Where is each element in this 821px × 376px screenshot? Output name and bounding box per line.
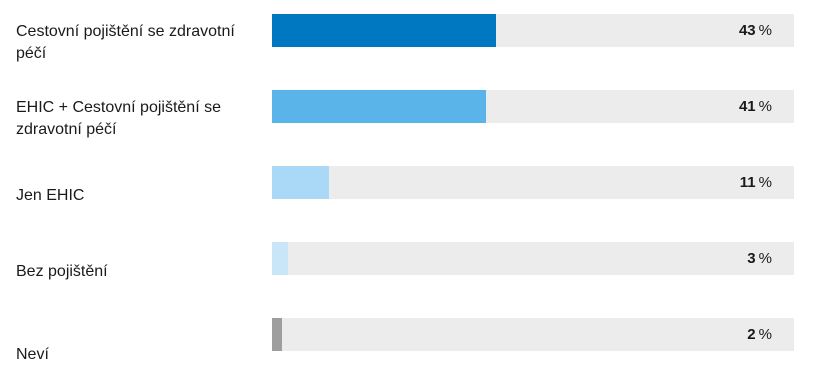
- value-unit: %: [758, 174, 772, 191]
- category-label: EHIC + Cestovní pojištění se zdravotní p…: [16, 99, 221, 138]
- value-label: 2 %: [747, 325, 772, 345]
- bar: [272, 14, 496, 47]
- bar-track: [272, 166, 794, 199]
- bar-track: [272, 242, 794, 275]
- category-label: Cestovní pojištění se zdravotní péčí: [16, 23, 235, 62]
- category-label: Jen EHIC: [16, 187, 85, 204]
- value-label: 41 %: [739, 97, 772, 117]
- bar: [272, 90, 486, 123]
- bar-track: [272, 90, 794, 123]
- bar-row: Neví 2 %: [0, 316, 821, 376]
- value-number: 3: [747, 250, 756, 267]
- bar-track: [272, 14, 794, 47]
- value-number: 11: [739, 174, 756, 191]
- bar-row: Bez pojištění 3 %: [0, 240, 821, 300]
- value-label: 43 %: [739, 21, 772, 41]
- bar-track: [272, 318, 794, 351]
- bar: [272, 166, 329, 199]
- category-label: Bez pojištění: [16, 263, 108, 280]
- category-label: Neví: [16, 346, 49, 363]
- bar: [272, 242, 288, 275]
- value-number: 41: [738, 98, 756, 115]
- value-label: 3 %: [747, 249, 772, 269]
- value-label: 11 %: [740, 173, 772, 193]
- bar-row: Cestovní pojištění se zdravotní péčí 43 %: [0, 12, 821, 72]
- bar-chart: Cestovní pojištění se zdravotní péčí 43 %…: [0, 12, 821, 363]
- bar-row: EHIC + Cestovní pojištění se zdravotní p…: [0, 88, 821, 148]
- value-unit: %: [758, 326, 772, 343]
- bar: [272, 318, 282, 351]
- value-unit: %: [758, 22, 772, 39]
- value-unit: %: [758, 98, 772, 115]
- bar-row: Jen EHIC 11 %: [0, 164, 821, 224]
- value-number: 2: [747, 326, 756, 343]
- value-unit: %: [758, 250, 772, 267]
- value-number: 43: [738, 22, 756, 39]
